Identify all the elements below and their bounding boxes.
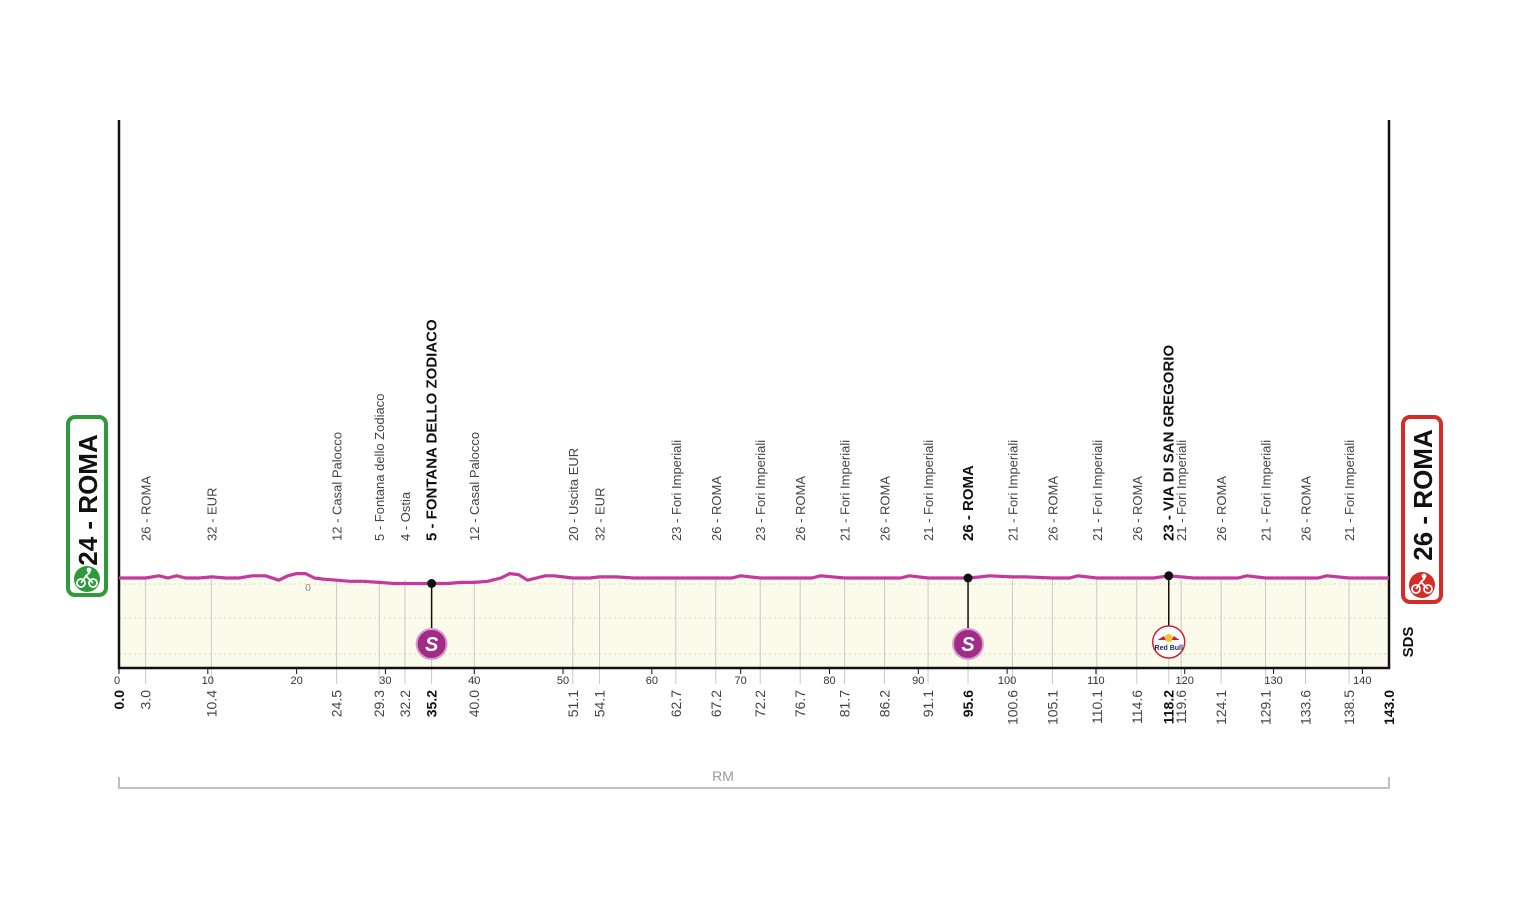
waypoint-km-label: 10.4	[203, 690, 219, 717]
waypoint-place-label: 12 - Casal Palocco	[330, 432, 345, 541]
waypoint-km-label: 138.5	[1341, 690, 1357, 725]
waypoint-km-label: 105.1	[1044, 690, 1060, 725]
red-bull-label: Red Bull	[1155, 645, 1183, 652]
x-tick-label: 40	[468, 675, 480, 687]
waypoint-km-label: 91.1	[920, 690, 936, 717]
intermediate-sprint-badge	[415, 628, 448, 660]
intermediate-sprint-badge	[952, 628, 985, 660]
waypoint-km-label: 118.2	[1161, 690, 1177, 724]
waypoint-place-label: 26 - ROMA	[960, 465, 977, 541]
waypoint-km-label: 35.2	[424, 690, 440, 717]
waypoint-km-label: 40.0	[466, 690, 482, 717]
waypoint-place-label: 23 - VIA DI SAN GREGORIO	[1161, 345, 1178, 541]
intermediate-sprint-label: S	[961, 634, 975, 656]
cyclist-finish-glyph	[1411, 573, 1433, 594]
waypoint-place-label: 26 - ROMA	[878, 476, 893, 541]
waypoint-place-label: 32 - EUR	[204, 488, 219, 541]
red-bull-bulls-icon	[1157, 636, 1180, 640]
x-tick-label: 20	[290, 675, 302, 687]
sprint-point	[427, 579, 437, 588]
waypoint-km-label: 143.0	[1381, 690, 1397, 725]
intermediate-sprint-label: S	[425, 634, 439, 656]
sprint-point	[963, 573, 973, 583]
waypoint-place-label: 21 - Fori Imperiali	[1342, 440, 1357, 541]
sprint-point	[1164, 571, 1174, 581]
waypoint-place-label: 23 - Fori Imperiali	[669, 440, 684, 541]
cyclist-start-glyph	[76, 567, 98, 588]
waypoint-place-label: 26 - ROMA	[1130, 476, 1145, 541]
waypoint-place-label: 26 - ROMA	[1299, 476, 1314, 541]
waypoint-place-label: 21 - Fori Imperiali	[838, 440, 853, 541]
waypoint-km-label: 72.2	[752, 690, 768, 717]
waypoint-place-label: 26 - ROMA	[709, 476, 724, 541]
waypoint-place-label: 4 - Ostia	[398, 491, 413, 541]
x-tick-label: 50	[557, 675, 569, 687]
waypoint-km-label: 129.1	[1258, 690, 1274, 725]
x-tick-label: 130	[1264, 675, 1282, 687]
waypoint-km-label: 114.6	[1129, 690, 1145, 724]
waypoint-km-label: 62.7	[668, 690, 684, 717]
waypoint-km-label: 86.2	[877, 690, 893, 717]
waypoint-km-label: 124.1	[1213, 690, 1229, 725]
x-tick-label: 80	[823, 675, 835, 687]
x-tick-label: 30	[379, 675, 391, 687]
x-tick-label: 140	[1353, 675, 1371, 687]
waypoint-km-label: 133.6	[1298, 690, 1314, 725]
red-bull-sun-icon	[1164, 634, 1173, 642]
waypoint-km-label: 100.6	[1004, 690, 1020, 725]
waypoint-km-label: 32.2	[397, 690, 413, 717]
waypoint-place-label: 23 - Fori Imperiali	[753, 440, 768, 541]
waypoint-place-label: 21 - Fori Imperiali	[1090, 440, 1105, 541]
waypoint-place-label: 26 - ROMA	[1214, 476, 1229, 541]
finish-label: 26 - ROMA	[1408, 429, 1438, 561]
footer-bracket: RM	[118, 768, 1390, 789]
x-tick-label: 90	[912, 675, 924, 687]
profile-line	[119, 572, 1389, 586]
waypoint-place-label: 32 - EUR	[593, 488, 608, 541]
finish-badge-frame	[1401, 415, 1443, 604]
zero-marker: 0	[305, 583, 311, 594]
waypoint-km-label: 95.6	[960, 690, 976, 717]
finish-badge: 26 - ROMA	[1401, 415, 1443, 604]
cyclist-start-icon	[74, 566, 100, 592]
waypoint-km-label: 24.5	[329, 690, 345, 717]
x-tick-label: 110	[1087, 675, 1105, 687]
waypoint-km-label: 110.1	[1089, 690, 1105, 724]
waypoint-km-label: 51.1	[565, 690, 581, 717]
waypoint-place-label: 26 - ROMA	[139, 476, 154, 541]
footer-line	[118, 777, 1390, 789]
footer-label: RM	[712, 768, 734, 784]
waypoint-km-label: 54.1	[592, 690, 608, 717]
x-tick-label: 60	[646, 675, 658, 687]
waypoint-place-label: 21 - Fori Imperiali	[921, 440, 936, 541]
waypoint-place-label: 26 - ROMA	[1045, 476, 1060, 541]
cyclist-finish-icon	[1409, 572, 1435, 598]
waypoint-place-label: 26 - ROMA	[793, 476, 808, 541]
x-tick-label: 0	[114, 675, 120, 687]
start-badge-frame	[66, 415, 108, 597]
x-tick-label: 120	[1176, 675, 1194, 687]
start-label: 24 - ROMA	[73, 434, 103, 566]
x-tick-label: 100	[998, 675, 1016, 687]
waypoint-km-label: 67.2	[708, 690, 724, 717]
waypoint-km-label: 81.7	[837, 690, 853, 717]
x-tick-label: 10	[202, 675, 214, 687]
waypoint-km-label: 0.0	[111, 690, 127, 710]
waypoint-place-label: 20 - Uscita EUR	[566, 448, 581, 541]
waypoint-place-label: 21 - Fori Imperiali	[1005, 440, 1020, 541]
waypoint-km-label: 119.6	[1173, 690, 1189, 724]
start-badge: 24 - ROMA	[66, 415, 108, 597]
waypoint-place-label: 5 - Fontana dello Zodiaco	[372, 394, 387, 541]
waypoint-km-label: 3.0	[138, 690, 154, 710]
waypoint-place-label: 21 - Fori Imperiali	[1259, 440, 1274, 541]
waypoint-km-label: 29.3	[371, 690, 387, 717]
waypoint-place-label: 21 - Fori Imperiali	[1174, 440, 1189, 541]
waypoint-km-label: 76.7	[792, 690, 808, 717]
sponsor-side-label: SDS	[1400, 627, 1417, 658]
waypoint-place-label: 5 - FONTANA DELLO ZODIACO	[424, 319, 441, 541]
x-tick-label: 70	[735, 675, 747, 687]
waypoint-place-label: 12 - Casal Palocco	[467, 432, 482, 541]
